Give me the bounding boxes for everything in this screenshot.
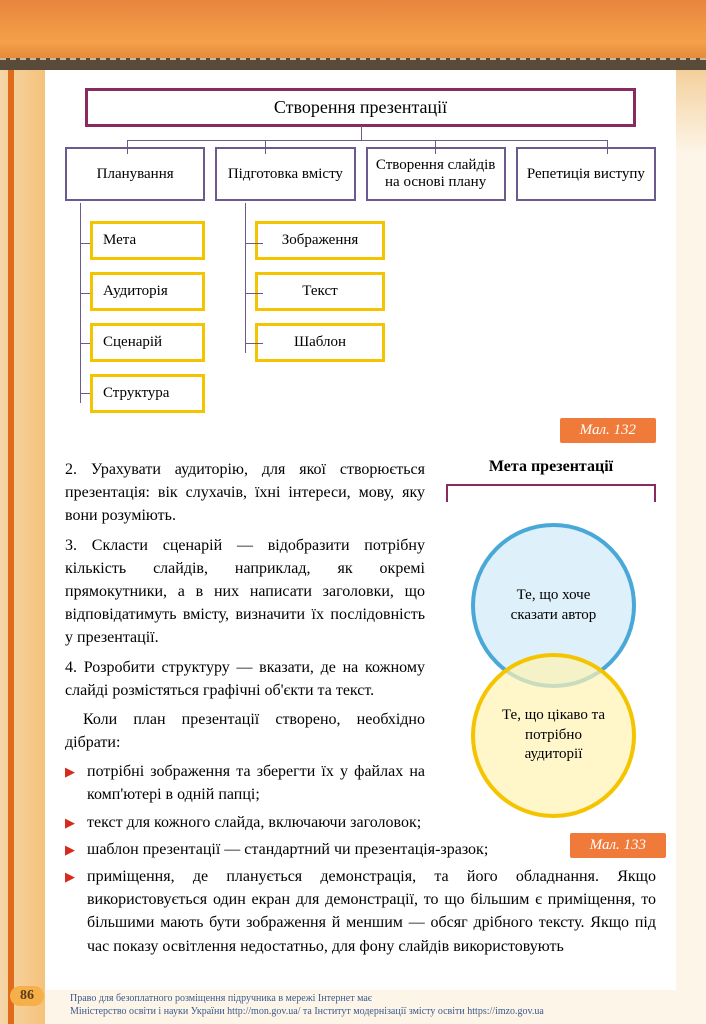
planning-column: Мета Аудиторія Сценарій Структура	[90, 221, 205, 413]
text-column: 2. Урахувати аудиторію, для якої створює…	[65, 458, 425, 754]
bullet-item: шаблон презентації — стандартний чи през…	[65, 838, 656, 861]
stage-box: Планування	[65, 147, 205, 201]
paragraph-3: 3. Скласти сценарій — відобразити потріб…	[65, 534, 425, 650]
stage-box: Створення слайдів на основі плану	[366, 147, 506, 201]
item-box: Текст	[255, 272, 385, 311]
venn-title: Мета презентації	[436, 458, 666, 476]
bullet-item: приміщення, де планується демонстрація, …	[65, 865, 656, 958]
bullet-item: текст для кожного слайда, включаючи заго…	[65, 811, 425, 834]
item-box: Сценарій	[90, 323, 205, 362]
header-banner	[0, 0, 706, 70]
venn-diagram: Мета презентації Те, що хоче сказати авт…	[436, 458, 666, 838]
item-box: Зображення	[255, 221, 385, 260]
item-box: Аудиторія	[90, 272, 205, 311]
stage-row: Планування Підготовка вмісту Створення с…	[65, 147, 656, 201]
stage-box: Підготовка вмісту	[215, 147, 355, 201]
footer-text: Право для безоплатного розміщення підруч…	[70, 992, 544, 1018]
page-number: 86	[10, 986, 44, 1006]
hierarchy-diagram: Створення презентації Планування Підгото…	[65, 88, 656, 428]
diagram-columns: Мета Аудиторія Сценарій Структура Зображ…	[65, 221, 656, 413]
paragraph-2: 2. Урахувати аудиторію, для якої створює…	[65, 458, 425, 528]
item-box: Структура	[90, 374, 205, 413]
paragraph-4: 4. Розробити структуру — вказати, де на …	[65, 656, 425, 702]
page-content: Створення презентації Планування Підгото…	[45, 70, 676, 990]
item-box: Шаблон	[255, 323, 385, 362]
item-box: Мета	[90, 221, 205, 260]
figure-label-132: Мал. 132	[560, 418, 656, 443]
footer-line-1: Право для безоплатного розміщення підруч…	[70, 992, 544, 1005]
venn-circle-audience: Те, що цікаво та потрібно аудиторії	[471, 653, 636, 818]
content-column: Зображення Текст Шаблон	[255, 221, 385, 362]
banner-decoration	[0, 58, 706, 70]
paragraph-5: Коли план презентації створено, необхідн…	[65, 708, 425, 754]
bullet-item: потрібні зображення та зберегти їх у фай…	[65, 760, 425, 806]
left-margin-stripe	[0, 70, 45, 1024]
footer-line-2: Міністерство освіти і науки України http…	[70, 1005, 544, 1018]
text-content: Мета презентації Те, що хоче сказати авт…	[65, 458, 656, 958]
stage-box: Репетиція виступу	[516, 147, 656, 201]
diagram-title: Створення презентації	[85, 88, 636, 127]
venn-bracket	[446, 484, 656, 502]
